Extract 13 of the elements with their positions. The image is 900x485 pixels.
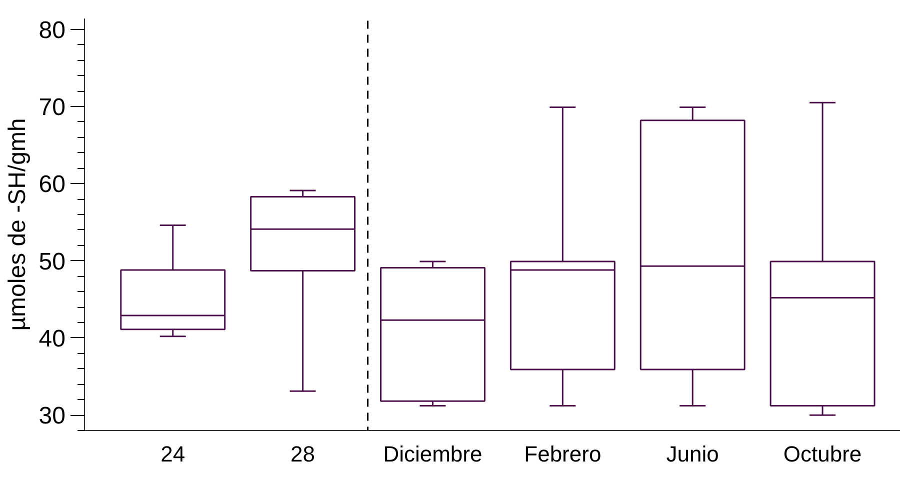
- y-tick-label: 60: [38, 171, 66, 198]
- x-tick-label: Octubre: [783, 442, 862, 466]
- y-tick-label: 50: [38, 248, 66, 276]
- y-tick-label: 30: [38, 402, 66, 430]
- x-tick-label: 28: [290, 442, 316, 466]
- x-tick-label: Febrero: [524, 442, 602, 466]
- y-tick-label: 40: [38, 325, 66, 352]
- y-axis-title: µmoles de -SH/gmh: [4, 118, 31, 331]
- y-tick-label: 80: [38, 16, 66, 44]
- y-tick-label: 70: [38, 94, 66, 121]
- x-tick-label: 24: [160, 442, 186, 466]
- x-tick-label: Junio: [666, 442, 719, 466]
- x-tick-label: Diciembre: [383, 442, 482, 466]
